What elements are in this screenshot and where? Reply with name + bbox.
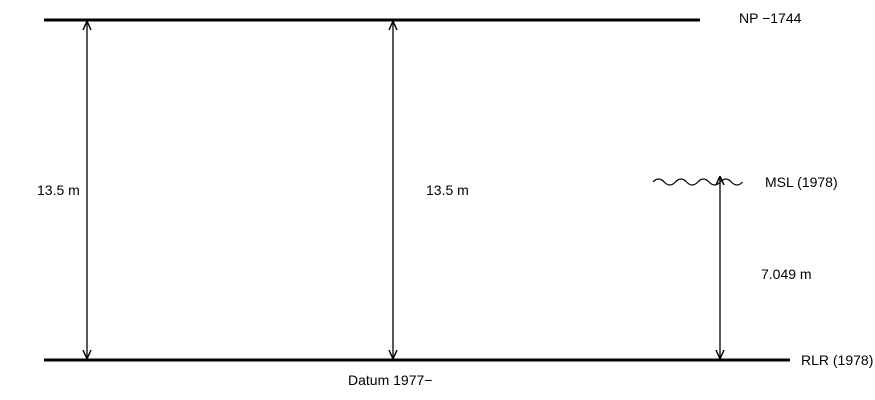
left-dimension-label: 13.5 m [37,182,80,198]
msl-label: MSL (1978) [765,174,838,190]
middle-dimension-label: 13.5 m [426,182,469,198]
msl-wave-symbol [652,178,744,186]
right-dimension-label: 7.049 m [761,266,812,282]
top-datum-label: NP −1744 [739,10,802,26]
bottom-datum-label: RLR (1978) [801,352,873,368]
bottom-datum-caption: Datum 1977− [348,372,432,388]
